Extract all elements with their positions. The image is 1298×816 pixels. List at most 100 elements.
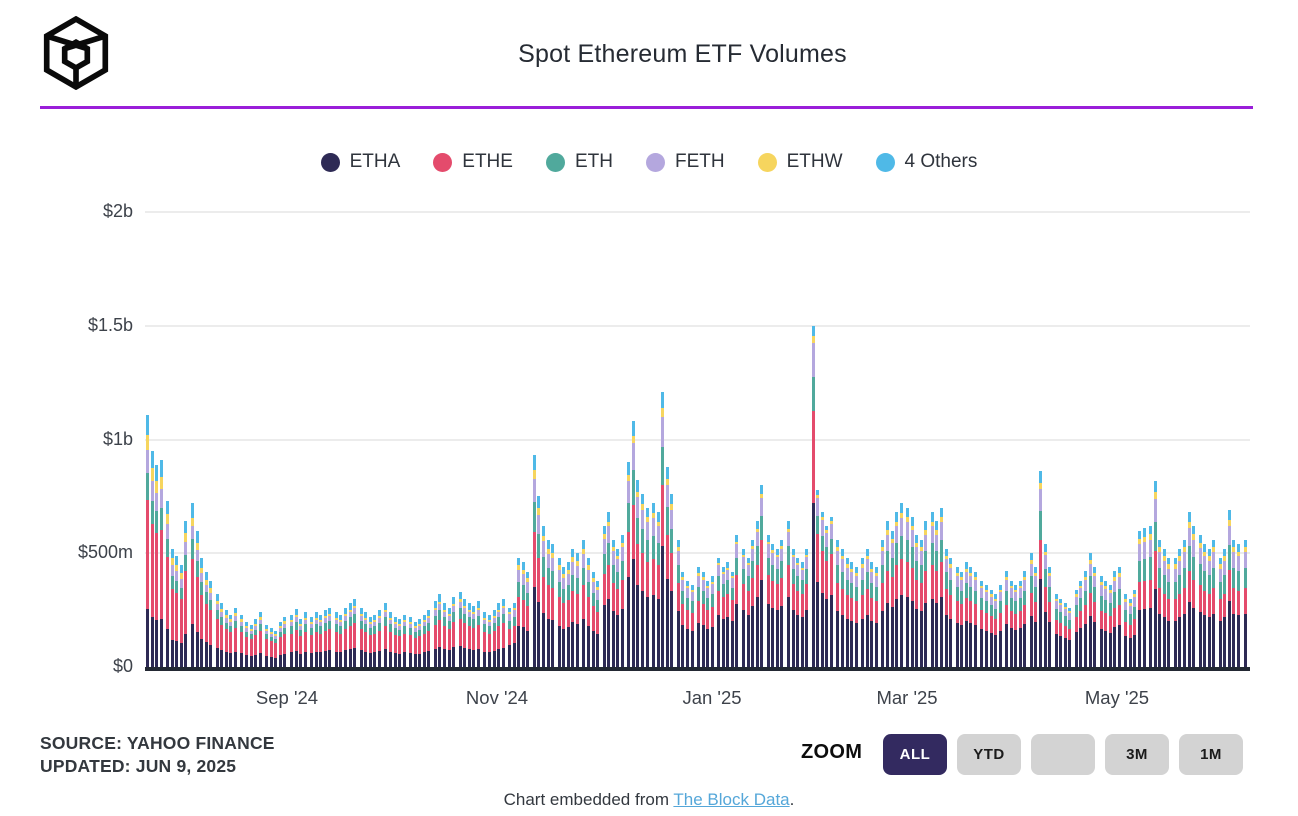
stacked-bar-day[interactable]: [755, 521, 759, 667]
stacked-bar-day[interactable]: [984, 585, 988, 667]
stacked-bar-day[interactable]: [627, 462, 631, 667]
stacked-bar-day[interactable]: [294, 609, 298, 667]
stacked-bar-day[interactable]: [1138, 530, 1141, 667]
stacked-bar-day[interactable]: [348, 603, 352, 667]
stacked-bar-day[interactable]: [775, 548, 779, 667]
stacked-bar-day[interactable]: [422, 614, 426, 667]
stacked-bar-day[interactable]: [483, 612, 487, 667]
stacked-bar-day[interactable]: [353, 598, 357, 667]
stacked-bar-day[interactable]: [1009, 580, 1013, 667]
stacked-bar-day[interactable]: [631, 421, 635, 667]
stacked-bar-day[interactable]: [935, 521, 939, 667]
stacked-bar-day[interactable]: [861, 557, 865, 667]
stacked-bar-day[interactable]: [989, 589, 993, 667]
stacked-bar-day[interactable]: [233, 607, 237, 667]
stacked-bar-day[interactable]: [620, 535, 624, 667]
stacked-bar-day[interactable]: [274, 630, 278, 667]
stacked-bar-day[interactable]: [166, 500, 170, 667]
stacked-bar-day[interactable]: [1079, 580, 1083, 667]
the-block-cube-logo[interactable]: [40, 16, 112, 90]
stacked-bar-day[interactable]: [265, 624, 269, 667]
stacked-bar-day[interactable]: [1162, 548, 1166, 667]
stacked-bar-day[interactable]: [1048, 566, 1052, 667]
stacked-bar-day[interactable]: [245, 621, 248, 667]
stacked-bar-day[interactable]: [334, 612, 338, 667]
stacked-bar-day[interactable]: [665, 466, 669, 667]
stacked-bar-day[interactable]: [949, 557, 953, 667]
stacked-bar-day[interactable]: [874, 566, 878, 667]
stacked-bar-day[interactable]: [1223, 548, 1227, 667]
stacked-bar-day[interactable]: [184, 521, 188, 667]
stacked-bar-day[interactable]: [402, 614, 406, 667]
stacked-bar-day[interactable]: [717, 557, 721, 667]
zoom-button-3m[interactable]: 3M: [1105, 734, 1169, 775]
stacked-bar-day[interactable]: [289, 614, 293, 667]
stacked-bar-day[interactable]: [328, 607, 332, 667]
stacked-bar-day[interactable]: [940, 507, 943, 667]
stacked-bar-day[interactable]: [344, 607, 347, 667]
stacked-bar-day[interactable]: [373, 614, 377, 667]
stacked-bar-day[interactable]: [607, 512, 611, 667]
stacked-bar-day[interactable]: [1063, 603, 1067, 667]
stacked-bar-day[interactable]: [596, 580, 600, 667]
stacked-bar-day[interactable]: [836, 539, 840, 667]
stacked-bar-day[interactable]: [384, 603, 388, 667]
stacked-bar-day[interactable]: [1192, 526, 1196, 667]
legend-item-ethw[interactable]: ETHW: [757, 151, 843, 173]
stacked-bar-day[interactable]: [551, 544, 555, 667]
stacked-bar-day[interactable]: [998, 585, 1002, 667]
legend-item-eth[interactable]: ETH: [545, 151, 613, 173]
stacked-bar-day[interactable]: [791, 548, 795, 667]
stacked-bar-day[interactable]: [310, 616, 314, 667]
stacked-bar-day[interactable]: [1178, 548, 1182, 667]
stacked-bar-day[interactable]: [1207, 548, 1211, 667]
stacked-bar-day[interactable]: [418, 619, 422, 667]
stacked-bar-day[interactable]: [865, 548, 869, 667]
stacked-bar-day[interactable]: [850, 562, 854, 667]
stacked-bar-day[interactable]: [1108, 585, 1112, 667]
stacked-bar-day[interactable]: [890, 530, 894, 667]
stacked-bar-day[interactable]: [258, 612, 262, 667]
stacked-bar-day[interactable]: [472, 605, 476, 667]
stacked-bar-day[interactable]: [969, 566, 973, 667]
stacked-bar-day[interactable]: [885, 521, 889, 667]
stacked-bar-day[interactable]: [899, 503, 903, 667]
stacked-bar-day[interactable]: [1218, 557, 1222, 667]
stacked-bar-day[interactable]: [586, 557, 590, 667]
stacked-bar-day[interactable]: [1173, 557, 1177, 667]
stacked-bar-day[interactable]: [571, 548, 575, 667]
stacked-bar-day[interactable]: [323, 610, 327, 667]
legend-item-etha[interactable]: ETHA: [320, 151, 400, 173]
stacked-bar-day[interactable]: [735, 535, 739, 667]
stacked-bar-day[interactable]: [224, 610, 228, 667]
stacked-bar-day[interactable]: [829, 516, 833, 667]
stacked-bar-day[interactable]: [742, 548, 745, 667]
stacked-bar-day[interactable]: [388, 612, 392, 667]
stacked-bar-day[interactable]: [1054, 594, 1058, 667]
stacked-bar-day[interactable]: [652, 503, 656, 667]
stacked-bar-day[interactable]: [159, 460, 163, 667]
stacked-bar-day[interactable]: [546, 539, 550, 667]
stacked-bar-day[interactable]: [146, 414, 149, 667]
stacked-bar-day[interactable]: [497, 603, 501, 667]
stacked-bar-day[interactable]: [409, 616, 413, 667]
stacked-bar-day[interactable]: [800, 562, 804, 667]
zoom-button-all[interactable]: ALL: [883, 734, 947, 775]
stacked-bar-day[interactable]: [1113, 571, 1117, 667]
stacked-bar-day[interactable]: [526, 571, 530, 667]
stacked-bar-day[interactable]: [413, 621, 417, 667]
stacked-bar-day[interactable]: [636, 480, 640, 667]
stacked-bar-day[interactable]: [1043, 544, 1047, 667]
stacked-bar-day[interactable]: [155, 464, 159, 667]
stacked-bar-day[interactable]: [249, 624, 253, 667]
stacked-bar-day[interactable]: [1018, 580, 1022, 667]
zoom-button-ytd[interactable]: YTD: [957, 734, 1021, 775]
stacked-bar-day[interactable]: [721, 566, 725, 667]
stacked-bar-day[interactable]: [501, 598, 505, 667]
stacked-bar-day[interactable]: [359, 607, 363, 667]
stacked-bar-day[interactable]: [1014, 585, 1018, 667]
stacked-bar-day[interactable]: [433, 601, 437, 667]
stacked-bar-day[interactable]: [825, 525, 829, 667]
stacked-bar-day[interactable]: [641, 494, 644, 667]
stacked-bar-day[interactable]: [575, 553, 579, 667]
